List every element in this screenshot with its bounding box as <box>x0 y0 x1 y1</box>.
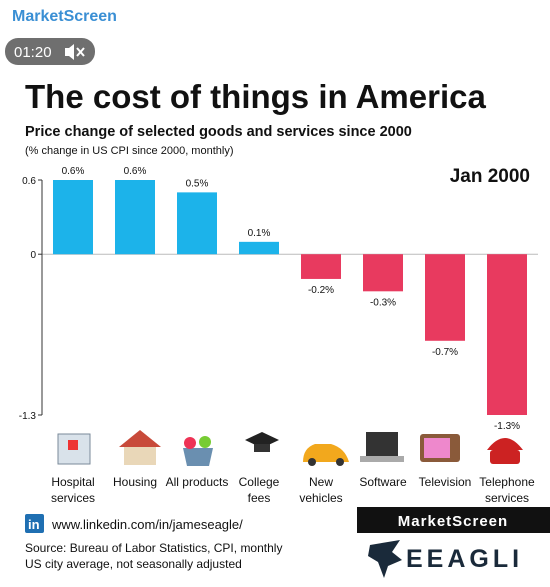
x-tick-label: Television <box>418 475 472 489</box>
bar <box>115 180 155 255</box>
date-annotation: Jan 2000 <box>450 166 530 187</box>
linkedin-glyph: in <box>28 517 40 532</box>
bar <box>239 241 279 255</box>
source: Source: Bureau of Labor Statistics, CPI,… <box>25 541 282 555</box>
value-label: -0.3% <box>370 297 396 308</box>
value-label: 0.6% <box>124 166 147 177</box>
eagle-icon <box>368 540 402 578</box>
x-tick-label: Telephone services <box>479 475 535 505</box>
x-tick-label: College fees <box>238 475 280 505</box>
value-label: -0.2% <box>308 285 334 296</box>
logo: EEAGLI <box>406 545 523 573</box>
brand-box <box>357 507 550 533</box>
mute-icon[interactable] <box>65 44 85 60</box>
icons <box>57 430 523 466</box>
x-tick-label: All products <box>165 475 229 489</box>
value-label: 0.5% <box>186 178 209 189</box>
channel-name[interactable]: MarketScreen <box>12 8 117 25</box>
chart-note: (% change in US CPI since 2000, monthly) <box>25 145 234 157</box>
value-label: 0.1% <box>248 228 271 239</box>
link[interactable]: www.linkedin.com/in/jameseagle/ <box>51 517 243 532</box>
bar <box>363 254 403 292</box>
x-tick-label: New vehicles <box>299 475 343 505</box>
chart-title: The cost of things in America <box>25 78 486 115</box>
brand: MarketScreen <box>398 513 508 530</box>
linkedin-icon <box>25 514 44 533</box>
x-tick-label: Software <box>359 475 407 489</box>
bar <box>177 192 217 255</box>
y-tick-label: -1.3 <box>19 411 37 422</box>
x-tick-label: Housing <box>112 475 158 489</box>
x-tick-label: Hospital services <box>50 475 95 505</box>
source: US city average, not seasonally adjusted <box>25 557 242 571</box>
value-label: 0.6% <box>62 166 85 177</box>
chart-subtitle: Price change of selected goods and servi… <box>25 124 412 140</box>
y-tick-label: 0.6 <box>22 176 36 187</box>
bar <box>487 254 527 415</box>
bar <box>301 254 341 279</box>
bar <box>53 180 93 255</box>
y-tick-label: 0 <box>30 250 36 261</box>
value-label: -0.7% <box>432 347 458 358</box>
bar <box>425 254 465 341</box>
duration: 01:20 <box>14 44 52 61</box>
value-label: -1.3% <box>494 421 520 432</box>
